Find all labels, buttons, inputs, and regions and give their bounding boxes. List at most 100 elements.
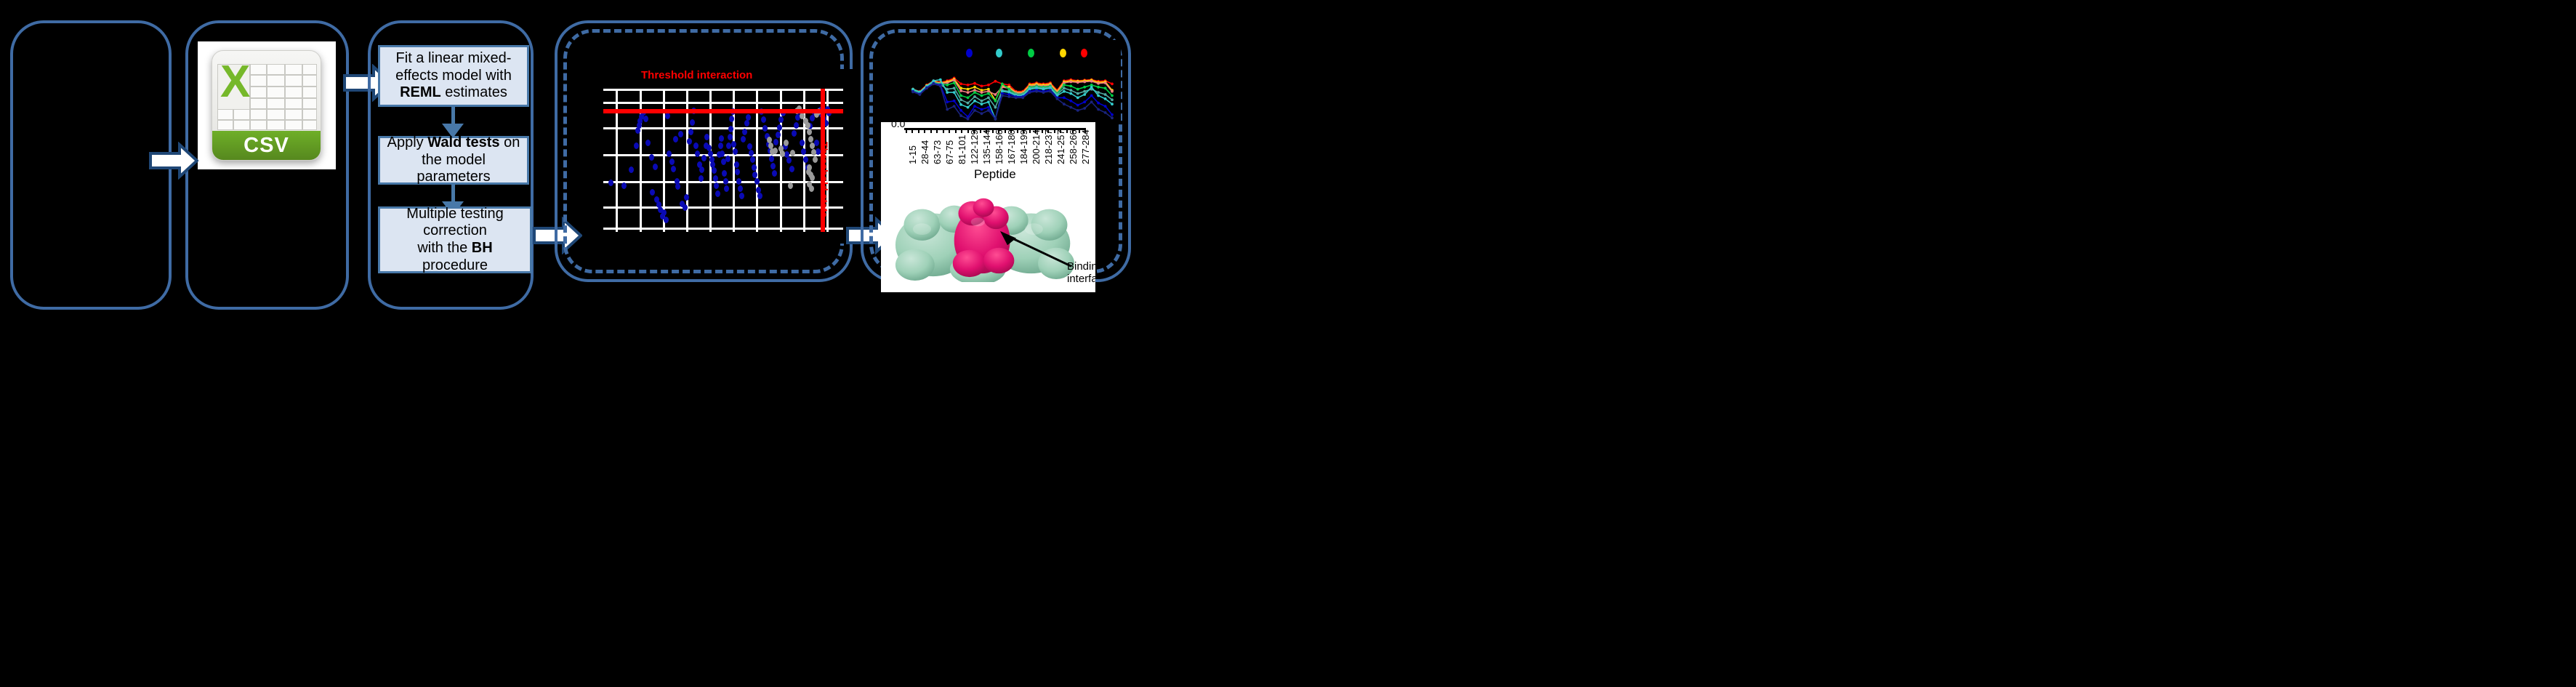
peptide-tick xyxy=(1023,128,1025,133)
peptide-tick-label: 67-75 xyxy=(943,140,955,164)
line-marker xyxy=(1069,105,1073,109)
line-marker xyxy=(966,87,970,91)
scatter-point xyxy=(738,193,744,200)
line-marker xyxy=(1028,87,1031,91)
scatter-point xyxy=(803,117,809,124)
legend-dot-cyan xyxy=(996,49,1002,57)
scatter-point xyxy=(699,166,705,174)
line-marker xyxy=(952,87,956,90)
line-marker xyxy=(1097,108,1100,111)
scatter-point xyxy=(664,112,670,119)
scatter-chart[interactable]: Threshold interaction Thresh xyxy=(590,69,856,244)
line-marker xyxy=(994,117,997,121)
stage-panel-empty[interactable] xyxy=(10,20,172,310)
peptide-tick xyxy=(1078,128,1080,133)
threshold-interaction-line xyxy=(603,108,843,113)
line-marker xyxy=(1069,89,1073,92)
scatter-point xyxy=(688,128,694,135)
peptide-tick xyxy=(1060,128,1062,133)
line-marker xyxy=(952,99,956,103)
line-marker xyxy=(1035,87,1038,90)
scatter-point xyxy=(653,164,659,171)
scatter-point xyxy=(670,165,676,172)
stage-panel-statistics[interactable] xyxy=(368,20,534,310)
line-marker xyxy=(959,89,962,92)
scatter-point xyxy=(795,113,801,121)
line-marker xyxy=(1111,94,1114,97)
scatter-point xyxy=(806,128,812,135)
line-marker xyxy=(1111,82,1114,86)
scatter-point xyxy=(768,142,773,150)
scatter-point xyxy=(810,174,816,181)
scatter-point xyxy=(786,157,792,164)
peptide-tick xyxy=(967,128,969,133)
csv-band-text: CSV xyxy=(243,133,289,157)
peptide-tick xyxy=(936,128,938,133)
line-marker xyxy=(959,103,962,106)
peptide-tick-label: 241-257 xyxy=(1055,129,1066,164)
peptide-tick xyxy=(1047,128,1050,133)
step-box-fit-model[interactable]: Fit a linear mixed- effects model with R… xyxy=(378,45,529,107)
line-marker xyxy=(994,93,997,96)
peptide-figure-card[interactable]: 0.0 1-15 28-44 63-73 67-75 81-101 122-129 135-… xyxy=(881,122,1095,292)
legend-dot-green xyxy=(1028,49,1034,57)
scatter-point xyxy=(735,169,741,176)
scatter-point xyxy=(682,204,688,212)
scatter-point xyxy=(773,147,778,154)
line-marker xyxy=(1103,111,1107,114)
scatter-point xyxy=(675,177,680,185)
spreadsheet-grid xyxy=(217,64,317,130)
line-marker xyxy=(946,91,949,94)
binding-interface-pointer-icon xyxy=(1000,230,1072,268)
excel-x-letter: X xyxy=(220,57,251,107)
peptide-tick xyxy=(949,128,951,133)
line-marker xyxy=(1076,109,1079,112)
peptide-tick xyxy=(986,128,988,133)
line-marker xyxy=(973,89,976,92)
line-marker xyxy=(1090,94,1093,97)
line-marker xyxy=(938,84,942,88)
line-marker xyxy=(932,82,935,86)
step-box-multiple-testing[interactable]: Multiple testing correction with the BH … xyxy=(378,206,532,273)
line-marker xyxy=(980,103,983,106)
line-marker xyxy=(1083,100,1087,104)
scatter-point xyxy=(669,158,675,165)
peptide-line-chart[interactable] xyxy=(895,40,1121,124)
scatter-point xyxy=(703,142,709,150)
line-marker xyxy=(1063,96,1066,100)
line-marker xyxy=(966,91,970,94)
line-marker xyxy=(1000,89,1004,93)
line-marker xyxy=(911,90,914,94)
scatter-point xyxy=(658,206,664,213)
wald-pre: Apply xyxy=(387,134,428,151)
scatter-point xyxy=(661,209,667,217)
line-marker xyxy=(938,78,942,81)
scatter-point xyxy=(801,148,807,156)
peptide-tick xyxy=(961,128,963,133)
line-marker xyxy=(980,99,983,103)
scatter-point xyxy=(711,166,717,174)
line-marker xyxy=(987,84,990,87)
line-marker xyxy=(946,108,949,111)
scatter-point xyxy=(807,164,813,171)
csv-file-icon[interactable]: X CSV xyxy=(212,50,321,161)
scatter-point xyxy=(716,151,722,158)
wald-bold: Wald tests xyxy=(427,134,500,151)
line-marker xyxy=(952,81,956,84)
line-marker xyxy=(1083,80,1087,84)
scatter-point xyxy=(751,164,757,172)
scatter-point xyxy=(696,161,702,169)
line-marker xyxy=(966,117,970,121)
peptide-tick xyxy=(930,128,932,133)
line-marker xyxy=(1063,87,1066,90)
line-marker xyxy=(966,96,970,100)
peptide-tick xyxy=(1053,128,1055,133)
peptide-tick xyxy=(979,128,981,133)
csv-label-band: CSV xyxy=(212,131,321,160)
scatter-point xyxy=(814,111,820,118)
line-marker xyxy=(1000,82,1004,86)
peptide-tick-label: 277-284 xyxy=(1079,129,1091,164)
line-marker xyxy=(1097,91,1100,94)
peptide-tick xyxy=(942,128,944,133)
step-box-wald-tests[interactable]: Apply Wald tests on the model parameters xyxy=(378,134,529,185)
